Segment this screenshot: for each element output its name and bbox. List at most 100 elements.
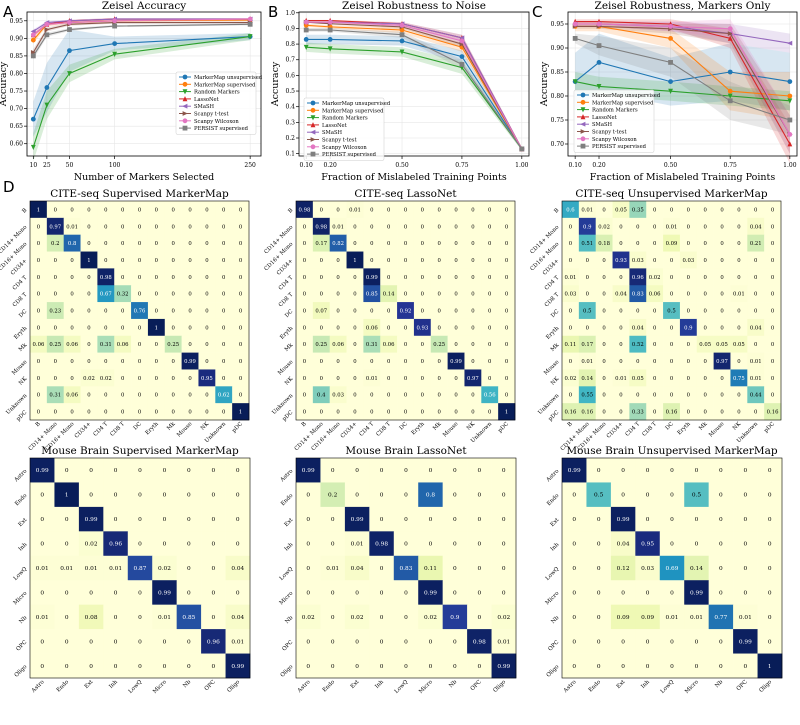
cell-value: 0 <box>771 207 775 213</box>
cell-value: 0 <box>704 376 708 382</box>
heatmap-cell <box>296 234 314 252</box>
heatmap-cell <box>696 217 714 235</box>
y-tick-label: LowQ <box>279 566 295 582</box>
heatmap-cell <box>54 458 80 483</box>
cell-value: 0 <box>670 493 674 499</box>
heatmap-cell <box>114 217 132 235</box>
heatmap-cell <box>397 201 415 219</box>
cell-value: 0 <box>70 275 74 281</box>
heatmap-cell <box>730 352 748 370</box>
legend-marker <box>182 96 188 102</box>
cell-value: 0 <box>488 224 492 230</box>
heatmap-cell <box>498 285 516 303</box>
heatmap-cell <box>464 234 482 252</box>
cell-value: 0 <box>104 359 108 365</box>
cell-value: 0 <box>502 566 506 572</box>
heatmap-cell <box>629 234 647 252</box>
confidence-band <box>575 21 790 53</box>
data-point <box>787 93 793 99</box>
heatmap-cell <box>30 555 55 581</box>
cell-value: 0.5 <box>583 309 591 315</box>
data-point <box>44 32 50 38</box>
cell-value: 0 <box>65 590 69 596</box>
cell-value: 0.76 <box>134 309 146 315</box>
heatmap-cell <box>635 653 661 679</box>
legend-marker <box>310 122 316 128</box>
cell-value: 0 <box>336 410 340 416</box>
heatmap-cell <box>30 580 55 605</box>
legend-label: Scanpy Wilcoxon <box>194 119 239 125</box>
x-tick-label: Inh <box>640 679 651 690</box>
heatmap-cell <box>97 285 115 303</box>
cell-value: 0 <box>771 325 775 331</box>
cell-value: 0 <box>572 590 576 596</box>
heatmap-cell <box>629 369 647 387</box>
cell-value: 0 <box>222 410 226 416</box>
cell-value: 0 <box>387 224 391 230</box>
heatmap-cell <box>152 629 177 654</box>
y-tick-label: DC <box>284 309 294 319</box>
heatmap-cell <box>380 234 398 252</box>
cell-value: 0 <box>404 590 408 596</box>
heatmap-cell <box>296 629 321 654</box>
heatmap-cell <box>562 285 580 303</box>
heatmap-cell <box>481 302 499 320</box>
x-tick-label: pDC <box>497 421 510 434</box>
heatmap-cell <box>747 268 765 286</box>
y-tick-label: Oligo <box>546 663 561 678</box>
heatmap-cell <box>103 555 129 581</box>
heatmap-cell <box>498 318 516 337</box>
cell-value: 0 <box>602 393 606 399</box>
cell-value: 0 <box>505 258 509 264</box>
cell-value: 0 <box>306 590 310 596</box>
cell-value: 0.02 <box>565 376 577 382</box>
cell-value: 0 <box>353 410 357 416</box>
heatmap-cell <box>232 335 250 353</box>
cell-value: 0 <box>87 393 91 399</box>
heatmap-cell <box>659 458 685 483</box>
heatmap-cell <box>344 482 370 508</box>
cell-value: 0.92 <box>400 309 412 315</box>
cell-value: 0 <box>40 590 44 596</box>
heatmap-cell <box>733 458 758 483</box>
heatmap-cell <box>679 234 698 252</box>
cell-value: 0.16 <box>581 410 593 416</box>
cell-value: 0 <box>719 542 723 548</box>
x-tick-label: 25 <box>43 162 51 169</box>
x-tick-label: Eryth <box>677 421 693 437</box>
heatmap-cell <box>296 251 314 269</box>
y-tick-label: pDC <box>282 410 295 423</box>
cell-value: 0 <box>87 309 91 315</box>
x-tick-label: CD8 T <box>109 421 126 438</box>
cell-value: 0 <box>336 325 340 331</box>
heatmap-cell <box>562 268 580 286</box>
heatmap-cell <box>225 555 251 581</box>
cell-value: 0 <box>104 309 108 315</box>
heatmap-cell <box>176 580 202 605</box>
heatmap-cell <box>708 629 734 654</box>
heatmap-cell <box>380 217 398 235</box>
cell-value: 0 <box>621 639 625 645</box>
x-tick-label: Ext <box>84 679 95 690</box>
heatmap-cell <box>442 506 468 532</box>
data-point <box>30 37 36 43</box>
y-tick-label: 0.90 <box>551 45 565 52</box>
cell-value: 0.99 <box>85 517 98 523</box>
heatmap-cell <box>176 482 202 508</box>
heatmap-cell <box>147 403 166 421</box>
cell-value: 0 <box>239 207 243 213</box>
cell-value: 0 <box>306 664 310 670</box>
heatmap-cell <box>320 531 346 557</box>
heatmap-cell <box>232 234 250 252</box>
cell-value: 0 <box>104 241 108 247</box>
heatmap-cell <box>578 302 596 320</box>
legend-label: SMaSH <box>322 130 343 136</box>
cell-value: 0 <box>187 468 191 474</box>
cell-value: 0.01 <box>733 292 745 298</box>
heatmap-title: Mouse Brain Supervised MarkerMap <box>41 445 239 457</box>
cell-value: 0.06 <box>66 393 78 399</box>
heatmap-cell <box>430 268 448 286</box>
data-point <box>44 85 50 90</box>
heatmap-cell <box>578 234 596 252</box>
confidence-band <box>33 33 251 162</box>
